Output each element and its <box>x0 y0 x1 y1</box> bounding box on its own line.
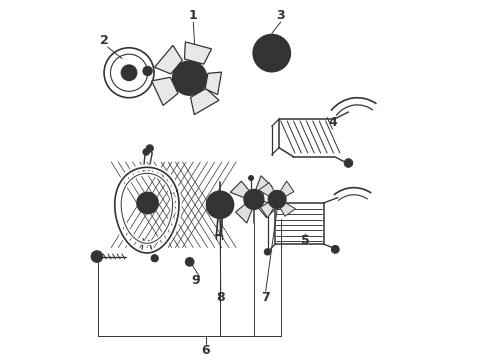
Circle shape <box>143 66 152 76</box>
Circle shape <box>331 246 339 253</box>
Polygon shape <box>230 181 252 199</box>
Polygon shape <box>236 202 253 223</box>
Polygon shape <box>255 176 272 197</box>
Circle shape <box>91 251 102 262</box>
Circle shape <box>172 61 207 95</box>
Text: 7: 7 <box>261 291 270 304</box>
Circle shape <box>143 149 149 155</box>
Text: 9: 9 <box>192 274 200 287</box>
Polygon shape <box>256 200 278 218</box>
Polygon shape <box>184 42 212 64</box>
Circle shape <box>211 195 229 214</box>
Text: 2: 2 <box>99 34 108 47</box>
Circle shape <box>151 255 158 262</box>
Text: 4: 4 <box>328 116 337 129</box>
Polygon shape <box>260 201 275 218</box>
Circle shape <box>179 67 200 89</box>
Circle shape <box>251 197 257 202</box>
Circle shape <box>268 50 275 57</box>
Circle shape <box>137 192 158 214</box>
Circle shape <box>258 40 285 67</box>
Circle shape <box>215 200 225 210</box>
Circle shape <box>185 258 194 266</box>
Circle shape <box>264 45 280 61</box>
Circle shape <box>244 189 264 210</box>
Circle shape <box>253 35 290 72</box>
Text: 3: 3 <box>276 9 285 22</box>
Text: 1: 1 <box>189 9 197 22</box>
Circle shape <box>121 65 137 81</box>
Circle shape <box>344 159 353 167</box>
Circle shape <box>268 190 286 208</box>
Polygon shape <box>151 77 178 105</box>
Text: 8: 8 <box>217 291 225 304</box>
Polygon shape <box>279 181 294 198</box>
Polygon shape <box>205 72 221 95</box>
Polygon shape <box>278 201 295 216</box>
Text: 6: 6 <box>201 344 210 357</box>
Polygon shape <box>259 183 276 198</box>
Circle shape <box>218 203 222 207</box>
Circle shape <box>145 200 150 206</box>
Circle shape <box>125 69 133 76</box>
Circle shape <box>206 191 234 218</box>
Circle shape <box>184 73 195 84</box>
Polygon shape <box>191 89 219 114</box>
Polygon shape <box>154 45 182 74</box>
Circle shape <box>146 145 153 152</box>
Circle shape <box>272 195 282 204</box>
Text: 5: 5 <box>301 234 310 247</box>
Circle shape <box>141 197 154 210</box>
Circle shape <box>248 176 253 180</box>
Circle shape <box>264 249 270 255</box>
Circle shape <box>248 194 260 205</box>
